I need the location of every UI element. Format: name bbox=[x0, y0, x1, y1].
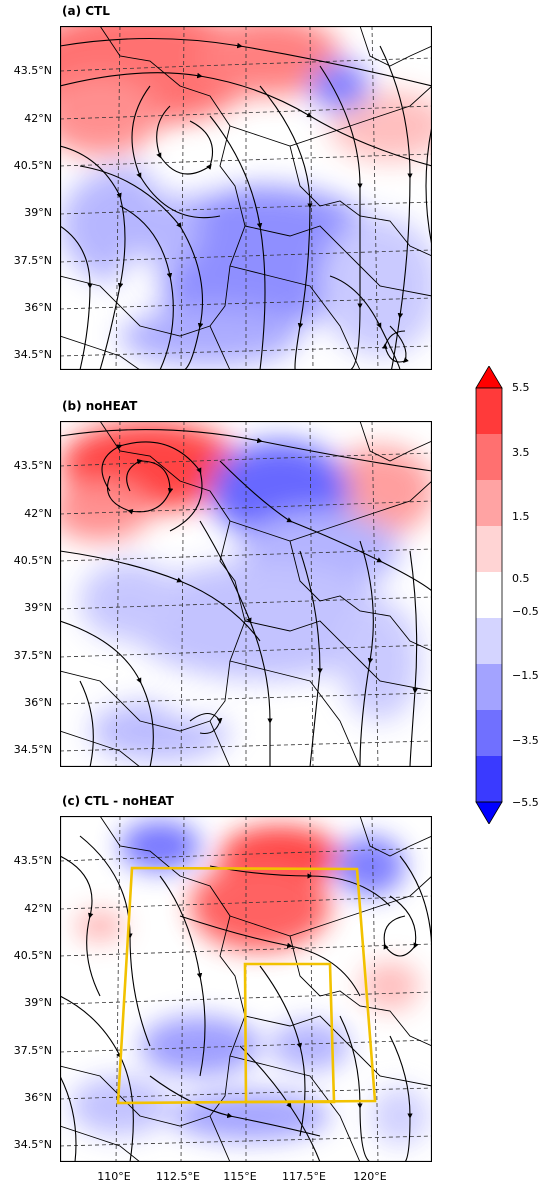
lon-label: 110°E bbox=[97, 1170, 131, 1183]
colorbar-block bbox=[476, 756, 502, 802]
panel-a-title: (a) CTL bbox=[62, 4, 110, 18]
colorbar-block bbox=[476, 572, 502, 618]
colorbar-label: 1.5 bbox=[512, 510, 530, 523]
colorbar-block bbox=[476, 664, 502, 710]
lat-label: 42°N bbox=[24, 507, 52, 520]
lat-label: 43.5°N bbox=[13, 64, 52, 77]
lat-label: 39°N bbox=[24, 996, 52, 1009]
colorbar bbox=[474, 365, 504, 825]
panel-c-map bbox=[59, 815, 433, 1163]
colorbar-block bbox=[476, 388, 502, 434]
panel-b-map bbox=[59, 420, 433, 768]
lat-label: 37.5°N bbox=[13, 1044, 52, 1057]
lat-label: 43.5°N bbox=[13, 459, 52, 472]
lat-label: 37.5°N bbox=[13, 254, 52, 267]
lon-label: 115°E bbox=[223, 1170, 257, 1183]
colorbar-block bbox=[476, 434, 502, 480]
colorbar-frame bbox=[475, 387, 503, 803]
colorbar-cap-bottom bbox=[475, 801, 503, 825]
analysis-boxes bbox=[116, 866, 377, 1105]
colorbar-block bbox=[476, 710, 502, 756]
panel-c-title: (c) CTL - noHEAT bbox=[62, 794, 174, 808]
lat-label: 36°N bbox=[24, 1091, 52, 1104]
lat-label: 40.5°N bbox=[13, 554, 52, 567]
lat-label: 34.5°N bbox=[13, 348, 52, 361]
colorbar-label: −3.5 bbox=[512, 734, 539, 747]
colorbar-label: 3.5 bbox=[512, 446, 530, 459]
lat-label: 34.5°N bbox=[13, 1138, 52, 1151]
lon-label: 117.5°E bbox=[282, 1170, 326, 1183]
lat-label: 36°N bbox=[24, 301, 52, 314]
lat-label: 43.5°N bbox=[13, 854, 52, 867]
panel-a-map bbox=[59, 25, 433, 371]
colorbar-label: 0.5 bbox=[512, 572, 530, 585]
colorbar-label: −5.5 bbox=[512, 796, 539, 809]
lon-label: 120°E bbox=[353, 1170, 387, 1183]
panel-b-title: (b) noHEAT bbox=[62, 399, 138, 413]
lat-label: 37.5°N bbox=[13, 649, 52, 662]
colorbar-label: 5.5 bbox=[512, 381, 530, 394]
colorbar-block bbox=[476, 618, 502, 664]
colorbar-label: −1.5 bbox=[512, 669, 539, 682]
colorbar-block bbox=[476, 480, 502, 526]
lat-label: 34.5°N bbox=[13, 743, 52, 756]
lat-label: 36°N bbox=[24, 696, 52, 709]
lat-label: 42°N bbox=[24, 112, 52, 125]
colorbar-block bbox=[476, 526, 502, 572]
colorbar-cap-top bbox=[475, 365, 503, 389]
lat-label: 42°N bbox=[24, 902, 52, 915]
lat-label: 40.5°N bbox=[13, 159, 52, 172]
colorbar-label: −0.5 bbox=[512, 605, 539, 618]
lat-label: 39°N bbox=[24, 206, 52, 219]
lon-label: 112.5°E bbox=[156, 1170, 200, 1183]
lat-label: 40.5°N bbox=[13, 949, 52, 962]
lat-label: 39°N bbox=[24, 601, 52, 614]
